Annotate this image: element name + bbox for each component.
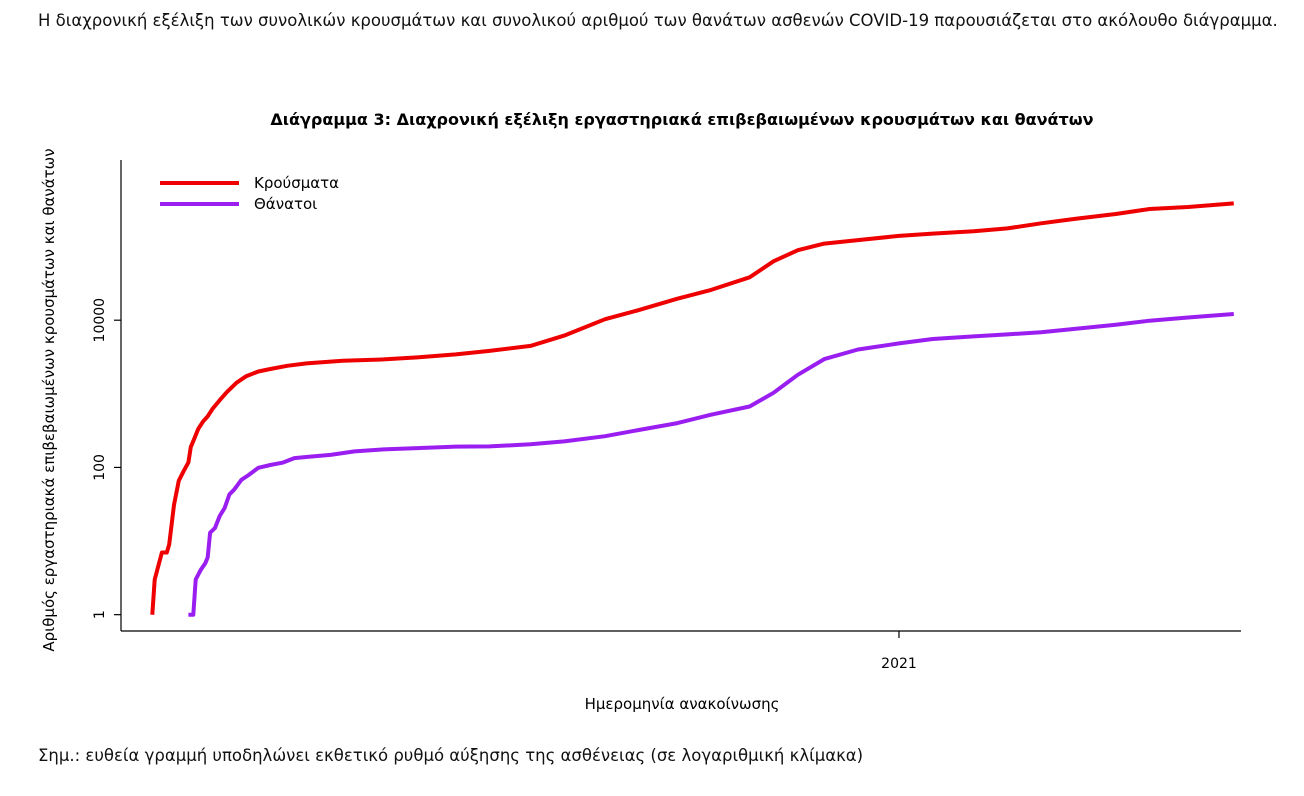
y-axis-label: Αριθμός εργαστηριακά επιβεβαιωμένων κρου… <box>40 148 58 651</box>
x-axis-ticks: 2021 <box>881 631 917 672</box>
series-lines <box>150 201 1234 617</box>
y-axis-ticks: 1 100 10000 <box>92 298 121 619</box>
y-tick-label: 10000 <box>92 298 108 343</box>
plot-area: 1 100 10000 2021 <box>92 160 1241 672</box>
legend-label: Κρούσματα <box>254 174 339 192</box>
x-tick-label: 2021 <box>881 656 917 672</box>
x-axis-label: Ημερομηνία ανακοίνωσης <box>585 695 780 713</box>
series-line-deaths <box>188 312 1234 617</box>
intro-paragraph: Η διαχρονική εξέλιξη των συνολικών κρουσ… <box>38 11 1278 30</box>
y-tick-label: 1 <box>92 610 108 619</box>
legend: Κρούσματα Θάνατοι <box>160 174 339 213</box>
footnote: Σημ.: ευθεία γραμμή υποδηλώνει εκθετικό … <box>38 746 864 765</box>
chart: Διάγραμμα 3: Διαχρονική εξέλιξη εργαστηρ… <box>40 110 1241 713</box>
legend-label: Θάνατοι <box>254 195 317 213</box>
y-tick-label: 100 <box>92 454 108 481</box>
chart-title: Διάγραμμα 3: Διαχρονική εξέλιξη εργαστηρ… <box>270 110 1093 129</box>
series-line-cases <box>150 201 1234 615</box>
